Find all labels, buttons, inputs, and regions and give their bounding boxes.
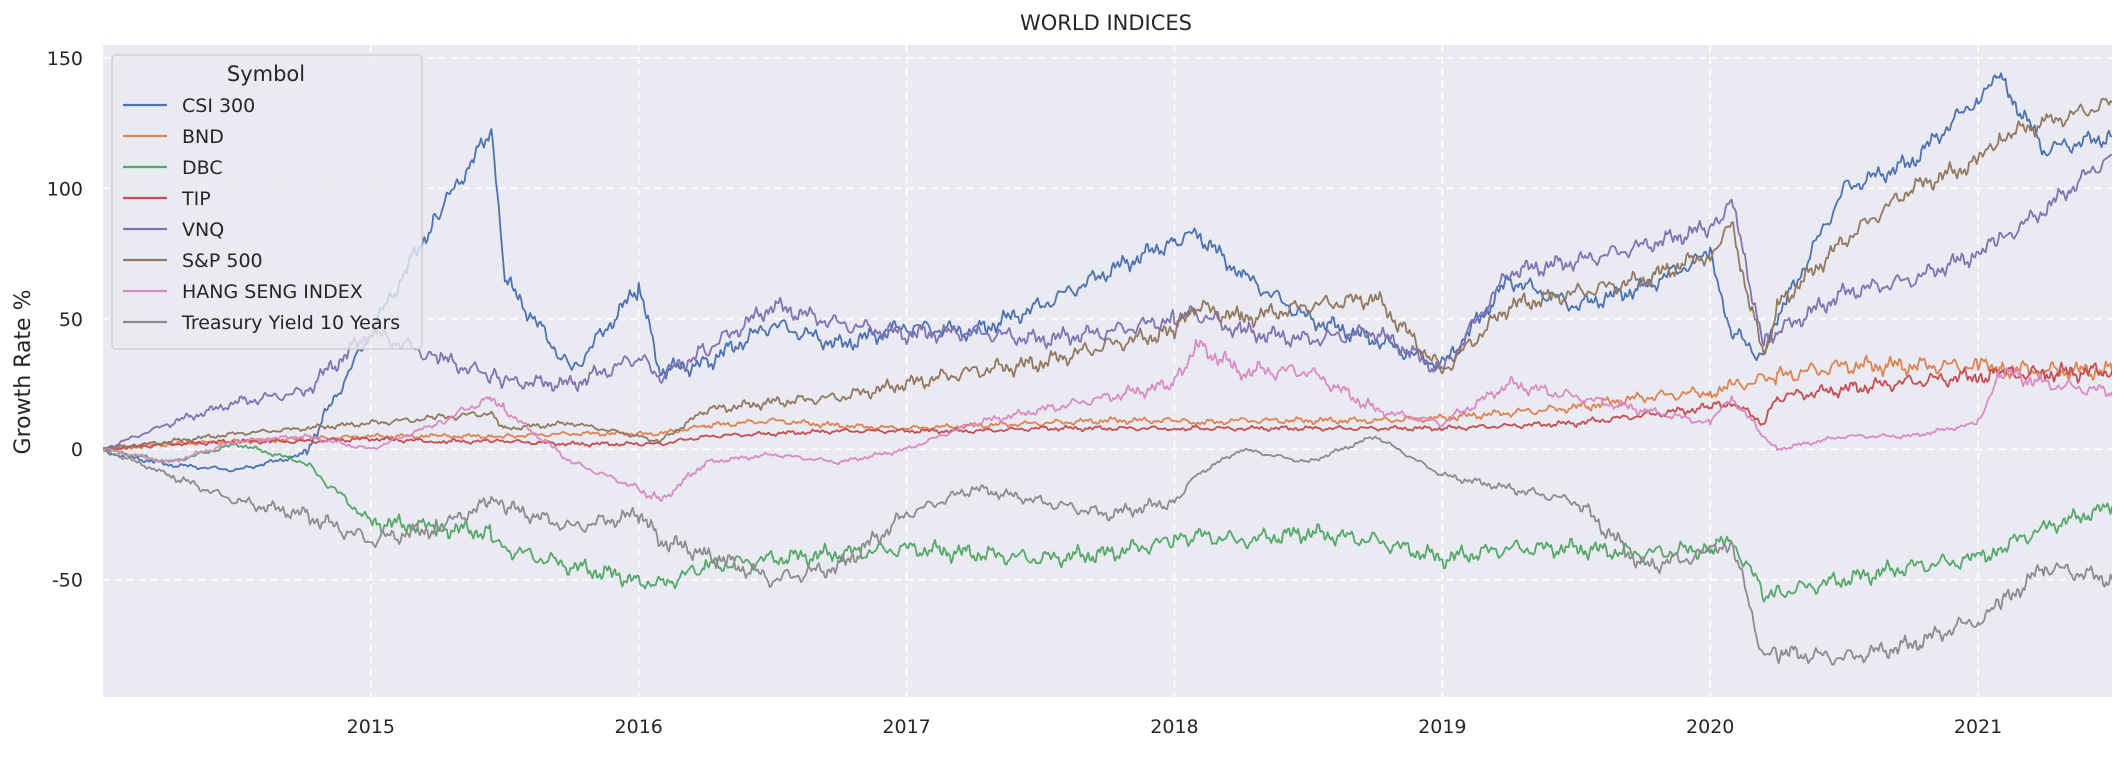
y-axis-label: Growth Rate % [11,290,36,455]
series-lines [103,72,2112,666]
series-line-hang-seng-index [103,338,2112,502]
legend-entry: CSI 300 [182,95,255,117]
x-tick-label: 2018 [1150,716,1198,738]
series-line-bnd [103,354,2112,453]
legend-entry: BND [182,126,224,148]
chart-title: WORLD INDICES [1020,11,1192,35]
legend-entry: DBC [182,157,223,179]
series-line-vnq [103,153,2112,451]
legend: Symbol CSI 300 BND DBC TIP VNQ S&P 500 HANG SEN… [111,54,423,350]
x-tick-label: 2020 [1686,716,1734,738]
legend-entry: VNQ [182,219,224,241]
series-line-tip [103,361,2112,452]
x-tick-label: 2015 [347,716,395,738]
y-tick-label: 0 [71,439,83,461]
legend-entry: TIP [181,188,211,210]
y-tick-label: 100 [47,178,83,200]
legend-entry: S&P 500 [182,250,263,272]
series-line-csi-300 [103,72,2112,473]
legend-title: Symbol [227,62,305,86]
legend-box [111,54,423,350]
y-tick-label: -50 [52,570,83,592]
x-tick-label: 2016 [615,716,663,738]
series-line-s-p-500 [103,97,2112,452]
plot-area: 2015 2016 2017 2018 2019 2020 2021 -50 0 50 100 150… [47,45,2112,738]
y-tick-label: 50 [59,309,83,331]
y-tick-label: 150 [47,48,83,70]
x-tick-label: 2021 [1954,716,2002,738]
x-tick-label: 2019 [1418,716,1466,738]
series-line-treasury-yield-10-years [103,435,2112,666]
x-tick-label: 2017 [882,716,930,738]
legend-entry: Treasury Yield 10 Years [181,312,400,334]
legend-entry: HANG SENG INDEX [182,281,363,303]
